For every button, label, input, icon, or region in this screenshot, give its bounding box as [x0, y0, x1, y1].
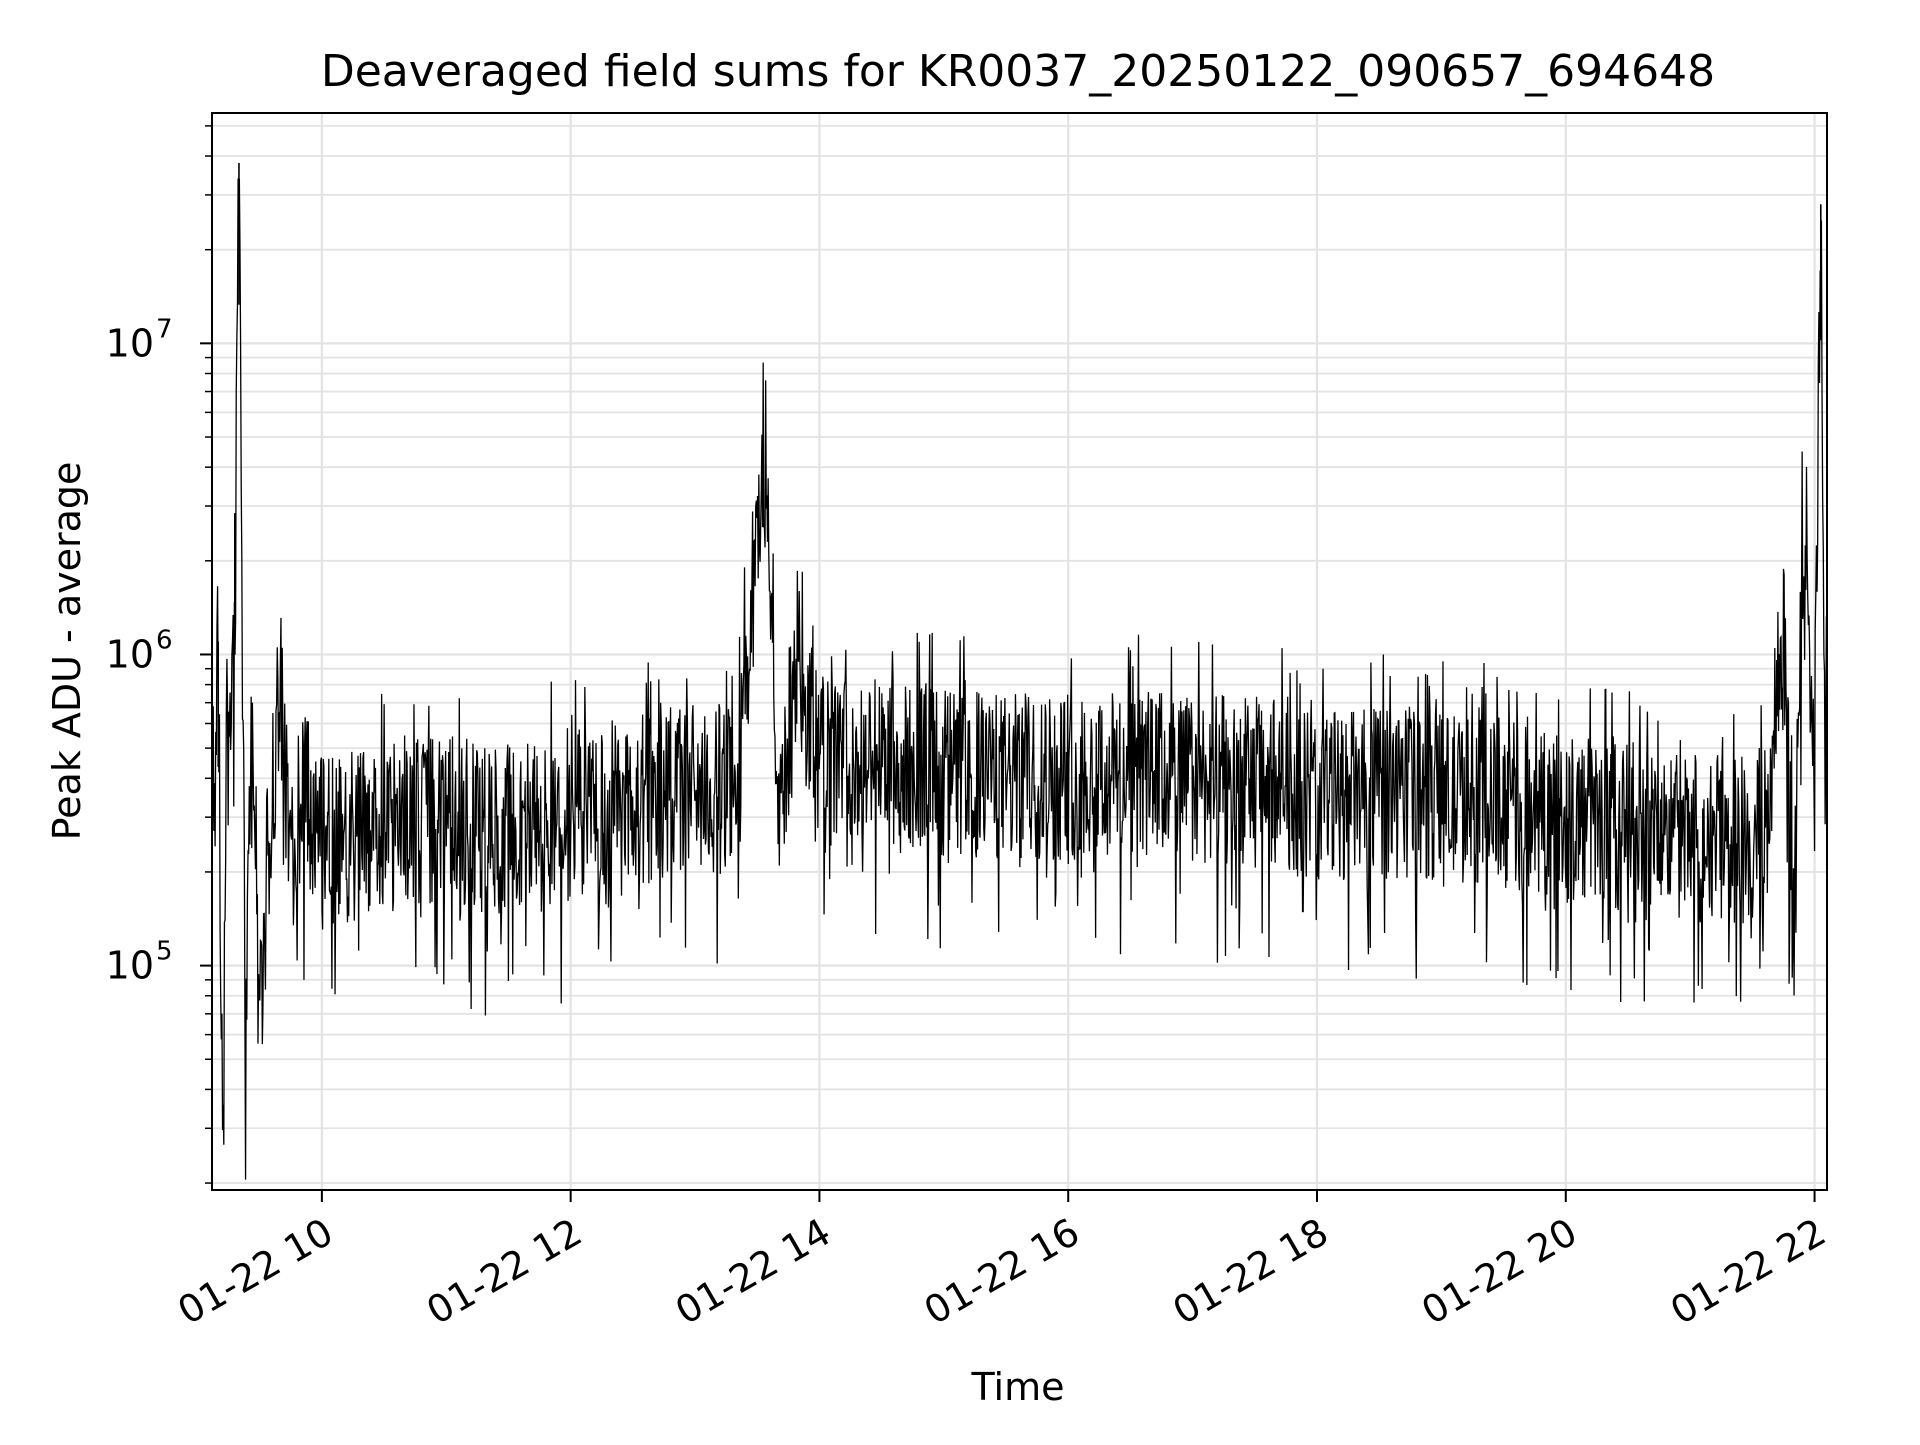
chart-title: Deaveraged field sums for KR0037_2025012…	[321, 46, 1715, 97]
y-tick-label: 10 7	[106, 314, 173, 365]
y-tick-exponent: 7	[156, 314, 173, 344]
y-tick-exponent: 6	[156, 625, 173, 655]
y-tick-label: 10 5	[106, 937, 173, 988]
y-axis-label: Peak ADU - average	[45, 462, 89, 841]
plot-frame	[211, 112, 1828, 1191]
y-tick-base: 10	[106, 632, 154, 676]
y-tick-base: 10	[106, 321, 154, 365]
y-tick-label: 10 6	[106, 625, 173, 676]
x-axis-label: Time	[971, 1365, 1065, 1409]
y-tick-exponent: 5	[156, 937, 173, 967]
y-tick-base: 10	[106, 944, 154, 988]
data-layer	[211, 162, 1828, 1180]
series-line	[211, 178, 1828, 1180]
